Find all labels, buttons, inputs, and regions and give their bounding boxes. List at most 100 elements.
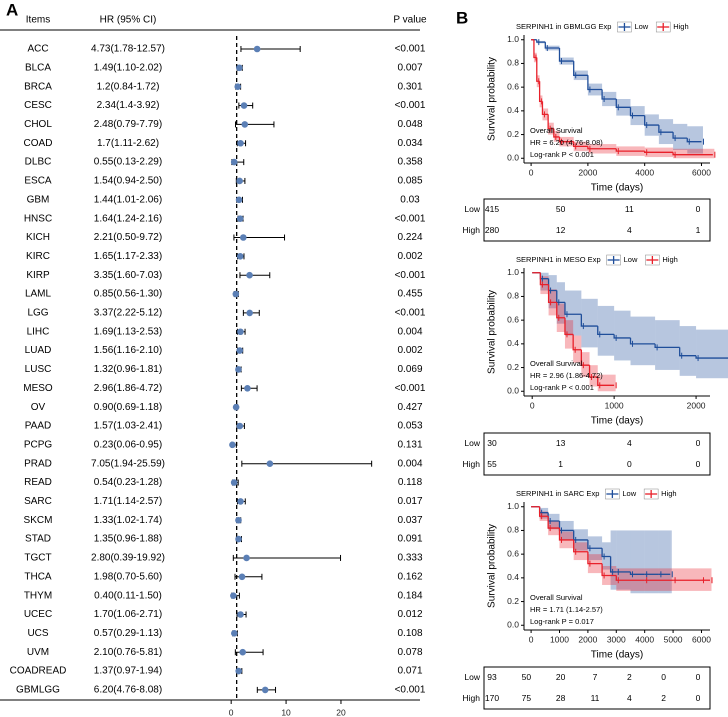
hr-point: [237, 611, 244, 618]
p-value: 0.004: [397, 458, 422, 469]
hr-point: [236, 422, 244, 430]
survival-step: [679, 347, 697, 357]
ci-band: [710, 568, 712, 591]
risk-row-label: High: [463, 225, 481, 235]
y-tick-label: 0.2: [507, 129, 519, 139]
risk-count: 2: [627, 672, 632, 682]
item-label: LAML: [25, 289, 52, 300]
ci-band: [712, 148, 715, 159]
legend-label: High: [673, 22, 688, 31]
hr-label: 0.54(0.23-1.28): [94, 477, 162, 488]
survival-step: [615, 99, 631, 108]
survival-step: [629, 337, 656, 345]
x-tick-label: 2000: [687, 400, 706, 410]
survival-step: [587, 146, 617, 150]
item-label: STAD: [25, 534, 51, 545]
annotation: Log-rank P = 0.017: [530, 617, 594, 626]
x-tick-label: 5000: [664, 634, 683, 644]
p-value: 0.012: [397, 609, 422, 620]
item-label: BRCA: [24, 81, 52, 92]
y-tick-label: 1.0: [507, 267, 519, 277]
x-tick-label: 2000: [578, 634, 597, 644]
risk-count: 11: [625, 204, 634, 214]
p-value: 0.301: [397, 81, 422, 92]
x-tick-label: 0: [529, 167, 534, 177]
ci-band: [616, 530, 631, 590]
item-label: UCEC: [24, 609, 52, 620]
hr-label: 1.64(1.24-2.16): [94, 213, 162, 224]
hr-point: [237, 498, 244, 505]
legend-key: [655, 21, 671, 33]
hr-label: 2.21(0.50-9.72): [94, 232, 162, 243]
risk-row-label: High: [463, 459, 481, 469]
hr-point: [229, 441, 236, 449]
risk-row-label: Low: [464, 672, 480, 682]
x-axis-title: Time (days): [591, 650, 643, 661]
item-label: SARC: [24, 496, 52, 507]
p-value: 0.069: [397, 364, 422, 375]
ci-band: [610, 530, 617, 590]
x-tick-label: 6000: [692, 167, 711, 177]
p-value: 0.108: [397, 628, 422, 639]
p-value: 0.037: [397, 515, 422, 526]
hr-label: 1.49(1.10-2.02): [94, 62, 162, 73]
hr-label: 0.23(0.06-0.95): [94, 439, 162, 450]
hr-point: [235, 535, 242, 543]
y-tick-label: 0.8: [507, 291, 519, 301]
p-value: 0.224: [397, 232, 422, 243]
survival-step: [609, 556, 617, 573]
item-label: THYM: [24, 590, 52, 601]
p-value: 0.03: [400, 194, 420, 205]
ci-band: [673, 123, 688, 150]
annotation: Log-rank P < 0.001: [530, 383, 594, 392]
y-axis-title: Survival probability: [487, 524, 498, 608]
x-tick-label: 0: [529, 634, 534, 644]
km-title: SERPINH1 in SARC Exp: [516, 489, 599, 498]
item-label: KIRP: [26, 270, 50, 281]
risk-count: 0: [696, 438, 701, 448]
ci-band: [540, 272, 549, 291]
hr-label: 2.10(0.76-5.81): [94, 647, 162, 658]
hr-point: [246, 271, 253, 279]
hr-label: 1.70(1.06-2.71): [94, 609, 162, 620]
survival-step: [558, 528, 574, 541]
km-title: SERPINH1 in MESO Exp: [516, 255, 601, 264]
survival-step: [547, 114, 554, 130]
risk-row-label: Low: [464, 438, 480, 448]
y-tick-label: 0.8: [507, 58, 519, 68]
survival-step: [544, 42, 560, 49]
hr-label: 2.34(1.4-3.92): [97, 100, 160, 111]
y-tick-label: 0.4: [507, 572, 519, 582]
item-label: BLCA: [25, 62, 51, 73]
p-value: 0.017: [397, 496, 422, 507]
item-label: THCA: [24, 571, 52, 582]
ci-band: [597, 305, 615, 356]
item-label: CHOL: [24, 119, 52, 130]
ci-band: [658, 530, 671, 594]
p-value: 0.162: [397, 571, 422, 582]
hr-label: 7.05(1.94-25.59): [91, 458, 165, 469]
survival-step: [580, 349, 590, 366]
hr-point: [235, 196, 243, 204]
hr-point: [238, 573, 246, 581]
x-tick-label: 2000: [578, 167, 597, 177]
hr-label: 1.56(1.16-2.10): [94, 345, 162, 356]
risk-row-label: Low: [464, 204, 480, 214]
y-tick-label: 1.0: [507, 34, 519, 44]
item-label: GBMLGG: [16, 685, 60, 696]
x-tick-label: 4000: [635, 634, 654, 644]
x-tick-label: 4000: [635, 167, 654, 177]
risk-count: 13: [556, 438, 566, 448]
hr-point: [230, 592, 237, 599]
hr-label: 1.35(0.96-1.88): [94, 534, 162, 545]
legend-key: [643, 488, 659, 500]
survival-step: [573, 539, 588, 553]
survival-step: [556, 302, 565, 319]
p-value: 0.053: [397, 421, 422, 432]
hr-point: [236, 177, 243, 185]
ci-band: [673, 148, 713, 159]
hr-label: 1.54(0.94-2.50): [94, 176, 162, 187]
y-tick-label: 0.4: [507, 338, 519, 348]
survival-step: [553, 128, 560, 138]
survival-step: [547, 516, 560, 529]
